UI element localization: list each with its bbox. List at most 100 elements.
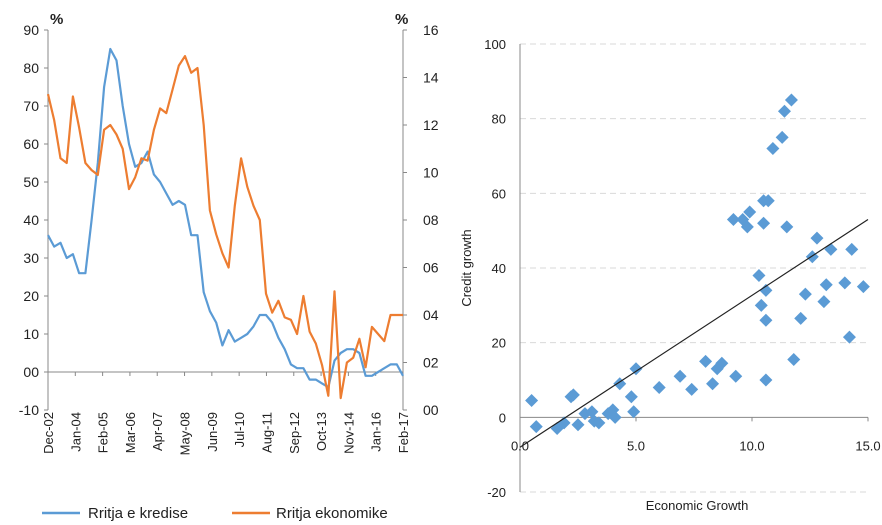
scatter-point [715,356,729,370]
scatter-point [706,377,720,391]
y-tick-label: 100 [484,37,506,52]
left-y-tick-label: 00 [23,364,39,380]
scatter-point [759,313,773,327]
x-tick-label: Apr-07 [150,412,165,451]
scatter-point [838,276,852,290]
scatter-point [525,394,539,408]
left-y-tick-label: -10 [19,402,39,418]
y-axis-title: Credit growth [459,229,474,306]
right-y-tick-label: 10 [423,165,439,181]
x-tick-label: May-08 [178,412,193,455]
scatter-point [529,420,543,434]
right-y-unit: % [395,11,408,28]
scatter-point [629,362,643,376]
scatter-point [766,142,780,156]
x-tick-label: 5.0 [627,438,645,453]
trendline [519,218,869,448]
x-tick-label: Mar-06 [123,412,138,453]
y-tick-label: 60 [492,186,506,201]
scatter-point [798,287,812,301]
scatter-point [652,380,666,394]
x-tick-label: Aug-11 [259,412,274,453]
scatter-point [754,298,768,312]
scatter-point [810,231,824,245]
scatter-point [824,242,838,256]
series-line-credit [47,47,404,389]
y-tick-label: 80 [492,112,506,127]
scatter-point [729,369,743,383]
x-tick-label: Feb-17 [396,412,411,453]
scatter-point [571,418,585,432]
series-line-economic [46,54,403,400]
scatter-point [557,416,571,430]
y-tick-label: 0 [499,410,506,425]
scatter-point [566,388,580,402]
x-tick-label: Feb-05 [96,412,111,453]
scatter-point [842,330,856,344]
legend-label-credit: Rritja e kredise [88,505,188,522]
right-y-tick-label: 02 [423,355,439,371]
scatter-point [585,405,599,419]
scatter-point [740,220,754,234]
right-y-tick-label: 08 [423,212,439,228]
scatter-point [787,352,801,366]
right-y-tick-label: 06 [423,260,439,276]
x-tick-label: Nov-14 [341,412,356,454]
right-y-tick-label: 00 [423,402,439,418]
scatter-point [856,280,870,294]
left-y-tick-label: 40 [23,212,39,228]
scatter-point [759,283,773,297]
right-y-tick-label: 16 [423,22,439,38]
x-tick-label: 0.0 [511,438,529,453]
x-tick-label: Jul-10 [232,412,247,447]
left-y-tick-label: 20 [23,288,39,304]
left-y-unit: % [50,11,63,28]
legend-label-economic: Rritja ekonomike [276,505,388,522]
y-tick-label: 20 [492,336,506,351]
scatter-point [757,216,771,230]
x-tick-label: Dec-02 [41,412,56,454]
scatter-point [608,410,622,424]
x-axis-title: Economic Growth [646,498,749,513]
left-y-tick-label: 70 [23,98,39,114]
right-y-tick-label: 12 [423,117,439,133]
scatter-chart: 100 80 60 40 20 0 -20 0.0 5.0 10.0 15.0 Economic Gr… [459,37,881,513]
y-tick-label: 40 [492,261,506,276]
scatter-point [784,93,798,107]
x-tick-label: Sep-12 [287,412,302,454]
scatter-point [592,416,606,430]
scatter-point [743,205,757,219]
left-y-tick-label: 80 [23,60,39,76]
x-tick-label: Jan-04 [68,412,83,452]
scatter-point [627,405,641,419]
scatter-point [673,369,687,383]
x-tick-label: 10.0 [739,438,764,453]
scatter-point [775,130,789,144]
scatter-point [777,104,791,118]
scatter-point [845,242,859,256]
x-tick-label: Jan-16 [369,412,384,452]
left-y-tick-label: 90 [23,22,39,38]
scatter-point [819,278,833,292]
scatter-point [699,354,713,368]
left-y-tick-label: 30 [23,250,39,266]
scatter-point [685,382,699,396]
scatter-point [752,268,766,282]
scatter-point [761,194,775,208]
scatter-point [817,295,831,309]
scatter-point [624,390,638,404]
left-y-tick-label: 50 [23,174,39,190]
line-chart: 90 80 70 60 50 40 30 20 10 00 -10 16 14 12 10 08 06 04 02 0… [19,11,439,522]
scatter-point [759,373,773,387]
x-tick-label: Jun-09 [205,412,220,452]
right-y-tick-label: 14 [423,70,439,86]
right-y-tick-label: 04 [423,307,439,323]
y-tick-label: -20 [487,485,506,500]
scatter-point [780,220,794,234]
x-tick-label: 15.0 [855,438,880,453]
x-tick-label: Oct-13 [314,412,329,451]
scatter-point [794,311,808,325]
left-y-tick-label: 10 [23,326,39,342]
left-y-tick-label: 60 [23,136,39,152]
